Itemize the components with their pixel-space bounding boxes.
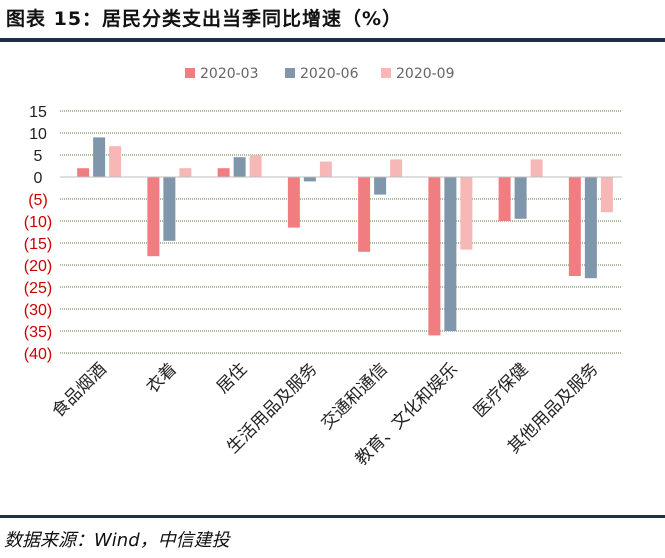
source-note: 数据来源：Wind，中信建投 bbox=[4, 530, 230, 551]
bar bbox=[77, 168, 90, 177]
x-category-label: 交通和通信 bbox=[317, 359, 391, 433]
bar bbox=[498, 177, 511, 221]
bar bbox=[93, 137, 106, 177]
bar bbox=[460, 177, 473, 250]
y-tick-label: (15) bbox=[24, 236, 52, 253]
bar bbox=[217, 168, 230, 177]
legend-label: 2020-09 bbox=[396, 66, 455, 82]
bar bbox=[303, 177, 316, 182]
legend-label: 2020-06 bbox=[300, 66, 359, 82]
bar bbox=[390, 159, 403, 177]
bar bbox=[568, 177, 581, 276]
x-category-label: 医疗保健 bbox=[470, 359, 532, 421]
y-tick-label: 5 bbox=[34, 148, 43, 165]
bar bbox=[179, 168, 192, 177]
y-tick-label: 15 bbox=[29, 104, 47, 121]
y-tick-label: (10) bbox=[24, 214, 52, 231]
y-tick-label: (40) bbox=[24, 346, 52, 363]
bar bbox=[249, 155, 262, 177]
y-tick-label: 0 bbox=[34, 170, 43, 187]
y-tick-label: (25) bbox=[24, 280, 52, 297]
bar bbox=[530, 159, 543, 177]
legend-swatch bbox=[285, 68, 295, 78]
bar bbox=[163, 177, 176, 241]
x-category-label: 衣着 bbox=[143, 359, 181, 397]
bar bbox=[374, 177, 387, 195]
y-tick-label: 10 bbox=[29, 126, 47, 143]
bar bbox=[319, 161, 332, 177]
bar bbox=[147, 177, 160, 257]
bar bbox=[233, 157, 246, 177]
x-category-label: 居住 bbox=[213, 359, 251, 397]
bar bbox=[109, 146, 122, 177]
y-tick-label: (20) bbox=[24, 258, 52, 275]
bar bbox=[600, 177, 613, 213]
bar bbox=[584, 177, 597, 279]
x-category-label: 食品烟酒 bbox=[48, 359, 110, 421]
legend-label: 2020-03 bbox=[200, 66, 259, 82]
bar bbox=[514, 177, 527, 219]
bar-chart: 2020-03 2020-06 2020-09 15 10 5 0 (5) (10) (15) (2… bbox=[24, 66, 622, 470]
chart-title: 图表 15：居民分类支出当季同比增速（%） bbox=[6, 8, 403, 30]
y-tick-label: (35) bbox=[24, 324, 52, 341]
bar bbox=[358, 177, 371, 252]
bar bbox=[444, 177, 457, 331]
bar bbox=[287, 177, 300, 228]
title-rule bbox=[0, 38, 665, 42]
y-tick-label: (5) bbox=[28, 192, 48, 209]
y-tick-label: (30) bbox=[24, 302, 52, 319]
legend-swatch bbox=[185, 68, 195, 78]
legend-swatch bbox=[381, 68, 391, 78]
bar bbox=[428, 177, 441, 336]
footer-rule bbox=[0, 515, 665, 518]
